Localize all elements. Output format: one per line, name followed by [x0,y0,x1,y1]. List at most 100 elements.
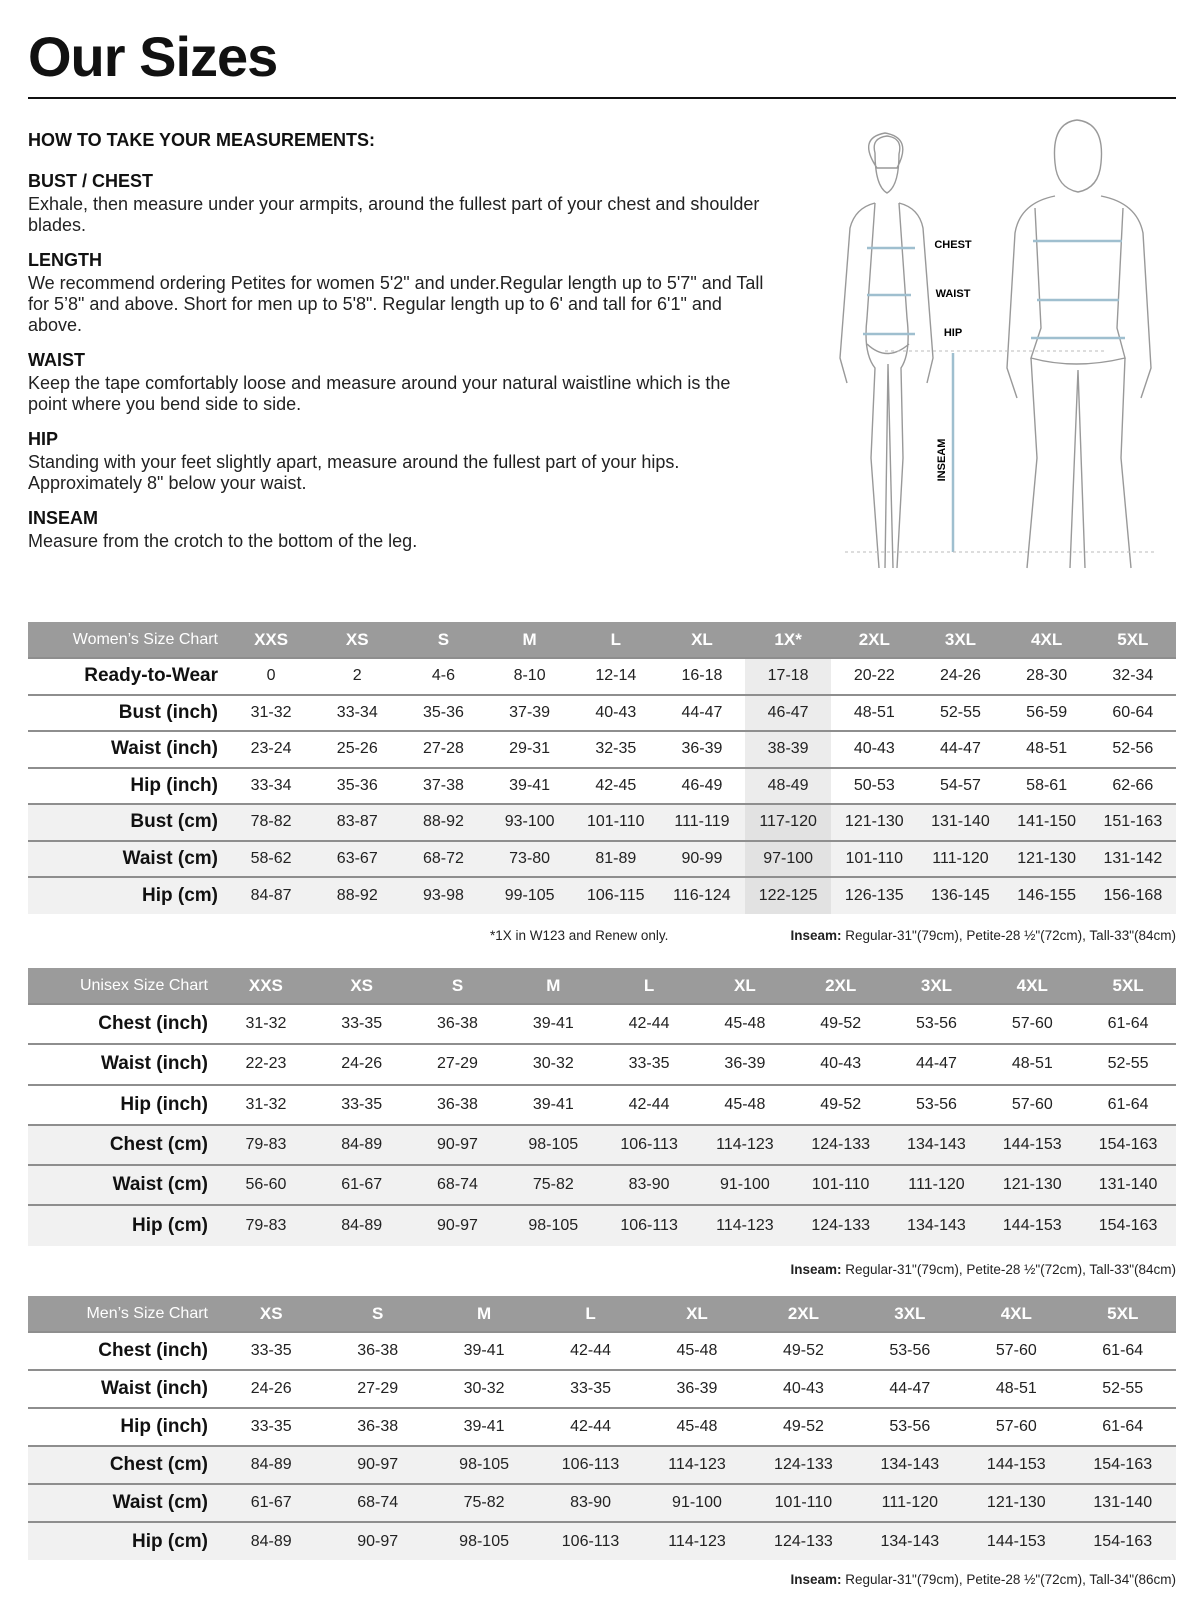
table-cell: 151-163 [1089,803,1176,841]
table-cell: 33-35 [313,1002,410,1045]
row-label: Bust (inch) [28,693,228,731]
table-cell: 57-60 [963,1407,1070,1446]
inseam-note-text: Regular-31"(79cm), Petite-28 ½"(72cm), T… [841,928,1176,943]
table-cell: 49-52 [750,1331,857,1370]
table-cell: 136-145 [917,876,1004,914]
table-cell: 101-110 [572,803,659,841]
size-header: L [572,622,659,658]
table-row: Hip (cm) 84-89 90-97 98-105 106-113 114-123 12… [28,1521,1176,1560]
table-cell: 83-87 [314,803,401,841]
section-text: Keep the tape comfortably loose and meas… [28,373,731,414]
size-header: 2XL [831,622,918,658]
table-cell: 122-125 [745,876,832,914]
size-header: M [486,622,573,658]
row-label: Waist (inch) [28,730,228,768]
table-cell: 17-18 [745,657,832,695]
table-cell: 75-82 [505,1164,602,1206]
row-label: Waist (cm) [28,839,228,877]
table-row: Hip (inch) 33-35 36-38 39-41 42-44 45-48 49-52… [28,1407,1176,1446]
table-cell: 45-48 [643,1331,751,1370]
table-cell: 154-163 [1069,1445,1176,1484]
table-cell: 30-32 [505,1043,602,1085]
table-row: Chest (inch) 33-35 36-38 39-41 42-44 45-48 49-… [28,1331,1176,1370]
header-row: Women’s Size Chart XXS XS S M L XL 1X* 2XL 3XL 4XL… [28,622,1176,658]
row-label: Waist (inch) [28,1043,218,1085]
table-cell: 111-120 [888,1164,985,1206]
table-cell: 134-143 [888,1204,985,1246]
table-cell: 146-155 [1003,876,1090,914]
table-cell: 45-48 [696,1002,793,1045]
size-header: 5XL [1089,622,1176,658]
table-cell: 106-113 [537,1445,644,1484]
section-length: LENGTH We recommend ordering Petites for … [28,250,768,336]
table-row: Hip (inch) 33-34 35-36 37-38 39-41 42-45 46-49… [28,766,1176,804]
table-cell: 33-35 [218,1407,325,1446]
section-inseam: INSEAM Measure from the crotch to the bot… [28,508,768,552]
size-header: 2XL [792,968,889,1004]
table-cell: 56-60 [218,1164,314,1206]
table-cell: 114-123 [696,1204,793,1246]
row-label: Waist (inch) [28,1369,218,1408]
womens-footnote: *1X in W123 and Renew only. [490,928,669,943]
row-label: Waist (cm) [28,1164,218,1206]
table-cell: 84-89 [313,1123,410,1166]
section-waist: WAIST Keep the tape comfortably loose and… [28,350,768,415]
table-cell: 45-48 [643,1407,751,1446]
table-cell: 101-110 [792,1164,889,1206]
row-label: Ready-to-Wear [28,657,228,695]
table-cell: 84-89 [218,1445,325,1484]
table-cell: 124-133 [750,1521,857,1560]
table-cell: 90-97 [409,1123,506,1166]
hip-label: HIP [944,327,962,339]
table-cell: 39-41 [505,1083,602,1125]
inseam-note-text: Regular-31"(79cm), Petite-28 ½"(72cm), T… [841,1262,1176,1277]
table-cell: 53-56 [856,1407,964,1446]
table-cell: 40-43 [831,730,918,768]
table-cell: 33-35 [537,1369,644,1408]
table-cell: 37-38 [400,766,487,804]
size-header: 1X* [745,622,832,658]
table-cell: 32-35 [572,730,659,768]
table-cell: 38-39 [745,730,832,768]
table-cell: 29-31 [486,730,573,768]
table-cell: 42-45 [572,766,659,804]
table-cell: 106-113 [537,1521,644,1560]
waist-label: WAIST [936,288,971,300]
size-header: 5XL [1080,968,1176,1004]
table-cell: 62-66 [1089,766,1176,804]
table-cell: 30-32 [430,1369,538,1408]
size-header: 3XL [856,1296,964,1332]
section-text: Standing with your feet slightly apart, … [28,452,680,493]
table-cell: 61-64 [1080,1083,1176,1125]
table-cell: 50-53 [831,766,918,804]
table-cell: 90-97 [324,1521,431,1560]
measurement-lines [863,239,1125,552]
table-cell: 49-52 [750,1407,857,1446]
table-cell: 31-32 [218,1002,314,1045]
size-header: XS [313,968,410,1004]
table-cell: 46-47 [745,693,832,731]
table-cell: 156-168 [1089,876,1176,914]
size-header: XL [658,622,746,658]
table-cell: 98-105 [505,1204,602,1246]
table-cell: 48-51 [963,1369,1070,1408]
table-cell: 144-153 [963,1445,1070,1484]
table-cell: 61-67 [313,1164,410,1206]
table-row: Bust (cm) 78-82 83-87 88-92 93-100 101-110 111… [28,803,1176,841]
table-cell: 16-18 [658,657,746,695]
header-row: Men’s Size Chart XS S M L XL 2XL 3XL 4XL 5XL [28,1296,1176,1332]
table-row: Waist (cm) 61-67 68-74 75-82 83-90 91-100 101-… [28,1483,1176,1522]
size-header: XS [314,622,401,658]
table-cell: 32-34 [1089,657,1176,695]
mens-size-chart: Men’s Size Chart XS S M L XL 2XL 3XL 4XL 5XL Chest… [28,1296,1176,1560]
table-cell: 84-89 [313,1204,410,1246]
table-cell: 49-52 [792,1083,889,1125]
section-bust-chest: BUST / CHEST Exhale, then measure under y… [28,171,768,236]
table-cell: 44-47 [658,693,746,731]
table-cell: 27-29 [409,1043,506,1085]
table-cell: 23-24 [228,730,315,768]
row-label: Hip (inch) [28,1407,218,1446]
table-cell: 101-110 [831,839,918,877]
inseam-note-text: Regular-31"(79cm), Petite-28 ½"(72cm), T… [841,1572,1176,1587]
size-header: XXS [228,622,315,658]
